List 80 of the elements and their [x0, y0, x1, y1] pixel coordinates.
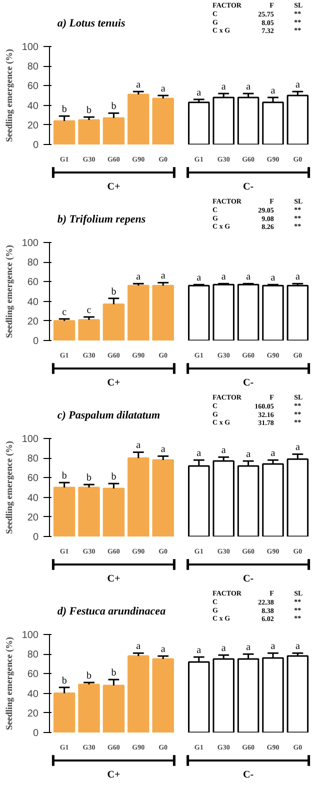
- y-tick-label: 60: [27, 669, 39, 680]
- data-label: a: [221, 82, 226, 93]
- data-label: b: [62, 104, 67, 116]
- y-axis-title: Seedling emergence (%): [4, 441, 14, 534]
- text: C+: [107, 378, 120, 388]
- data-label: a: [221, 643, 226, 654]
- y-tick-label: 40: [27, 100, 39, 112]
- y-axis-title: Seedling emergence (%): [4, 245, 14, 338]
- y-tick-label: 60: [27, 277, 39, 288]
- y-tick-label: 20: [27, 512, 39, 524]
- data-label: a: [270, 272, 276, 284]
- data-label: a: [160, 444, 166, 456]
- y-tick-label: 60: [27, 81, 39, 92]
- y-tick-label: 80: [27, 650, 39, 661]
- data-label: b: [111, 286, 116, 298]
- data-label: a: [136, 80, 142, 91]
- data-label: b: [62, 470, 67, 482]
- y-tick-label: 20: [27, 708, 39, 720]
- y-tick-label: 80: [27, 454, 39, 465]
- data-label: a: [246, 642, 252, 654]
- data-label: a: [136, 272, 142, 283]
- y-tick-label: 0: [32, 140, 39, 151]
- data-label: a: [270, 448, 276, 460]
- data-label: a: [196, 645, 202, 656]
- data-label: a: [246, 449, 252, 460]
- y-tick-label: 40: [27, 688, 39, 700]
- data-label: b: [86, 105, 92, 116]
- data-label: a: [160, 270, 166, 282]
- y-tick-label: 0: [32, 728, 39, 739]
- data-label: a: [196, 87, 202, 98]
- text: C-: [243, 378, 254, 388]
- data-label: a: [160, 84, 166, 94]
- data-label: a: [295, 80, 300, 91]
- data-label: a: [136, 641, 142, 652]
- data-label: b: [111, 472, 116, 483]
- data-label: a: [295, 641, 300, 652]
- chart-title: d) Festuca arundinacea: [57, 605, 166, 618]
- y-tick-label: 40: [27, 492, 39, 504]
- data-label: a: [270, 641, 276, 652]
- data-label: a: [295, 442, 300, 454]
- y-tick-label: 20: [27, 316, 39, 328]
- data-label: a: [221, 272, 226, 283]
- y-tick-label: 100: [22, 42, 39, 53]
- data-label: b: [86, 670, 92, 682]
- y-tick-label: 20: [27, 120, 39, 132]
- y-tick-label: 60: [27, 473, 39, 484]
- chart-title: a) Lotus tenuis: [57, 17, 126, 30]
- y-axis-title: Seedling emergence (%): [4, 637, 14, 730]
- text: C-: [243, 574, 254, 584]
- y-tick-label: 0: [32, 336, 39, 347]
- data-label: b: [111, 101, 116, 112]
- y-tick-label: 100: [22, 238, 39, 249]
- data-label: a: [196, 448, 202, 460]
- data-label: a: [196, 272, 202, 284]
- chart-title: c) Paspalum dilatatum: [57, 409, 161, 422]
- y-tick-label: 40: [27, 296, 39, 308]
- y-tick-label: 80: [27, 62, 39, 73]
- data-label: a: [295, 272, 300, 283]
- text: C+: [107, 770, 120, 780]
- data-label: a: [221, 445, 226, 456]
- data-label: a: [136, 440, 142, 452]
- text: C+: [107, 574, 120, 584]
- y-axis-title: Seedling emergence (%): [4, 49, 14, 142]
- data-label: b: [111, 668, 116, 679]
- y-tick-label: 80: [27, 258, 39, 269]
- y-tick-label: 100: [22, 434, 39, 445]
- text: C+: [107, 182, 120, 192]
- data-label: a: [246, 82, 252, 93]
- y-tick-label: 0: [32, 532, 39, 543]
- data-label: a: [160, 644, 166, 656]
- data-label: c: [62, 306, 68, 318]
- chart-title: b) Trifolium repens: [57, 213, 146, 226]
- data-label: b: [62, 675, 67, 686]
- y-tick-label: 100: [22, 630, 39, 641]
- data-label: c: [86, 304, 92, 316]
- data-label: b: [86, 472, 92, 484]
- data-label: a: [270, 85, 276, 96]
- data-label: a: [246, 272, 252, 283]
- text: C-: [243, 770, 254, 780]
- text: C-: [243, 182, 254, 192]
